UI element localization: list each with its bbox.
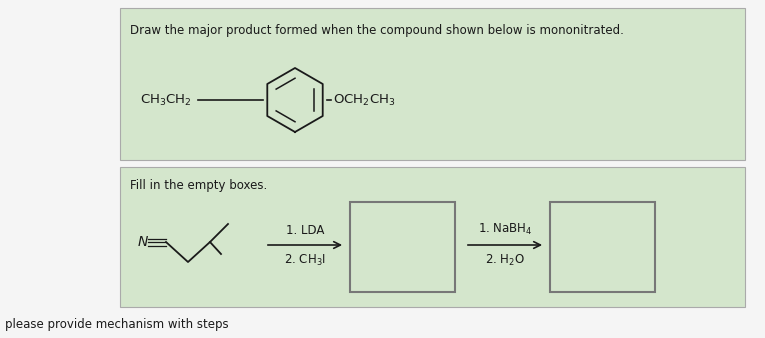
Text: $\mathregular{CH_3CH_2}$: $\mathregular{CH_3CH_2}$ xyxy=(140,93,192,107)
Text: Fill in the empty boxes.: Fill in the empty boxes. xyxy=(130,179,267,192)
Text: please provide mechanism with steps: please provide mechanism with steps xyxy=(5,318,229,331)
Text: 1. NaBH$_4$: 1. NaBH$_4$ xyxy=(477,222,532,237)
Text: $\mathregular{OCH_2CH_3}$: $\mathregular{OCH_2CH_3}$ xyxy=(333,93,396,107)
Bar xyxy=(350,202,455,292)
Text: Draw the major product formed when the compound shown below is mononitrated.: Draw the major product formed when the c… xyxy=(130,24,624,37)
Text: 2. H$_2$O: 2. H$_2$O xyxy=(485,253,525,268)
Text: 2. CH$_3$I: 2. CH$_3$I xyxy=(284,253,326,268)
Bar xyxy=(120,8,745,160)
Bar xyxy=(120,167,745,307)
Text: 1. LDA: 1. LDA xyxy=(286,224,324,237)
Bar xyxy=(550,202,655,292)
Text: N: N xyxy=(138,235,148,249)
